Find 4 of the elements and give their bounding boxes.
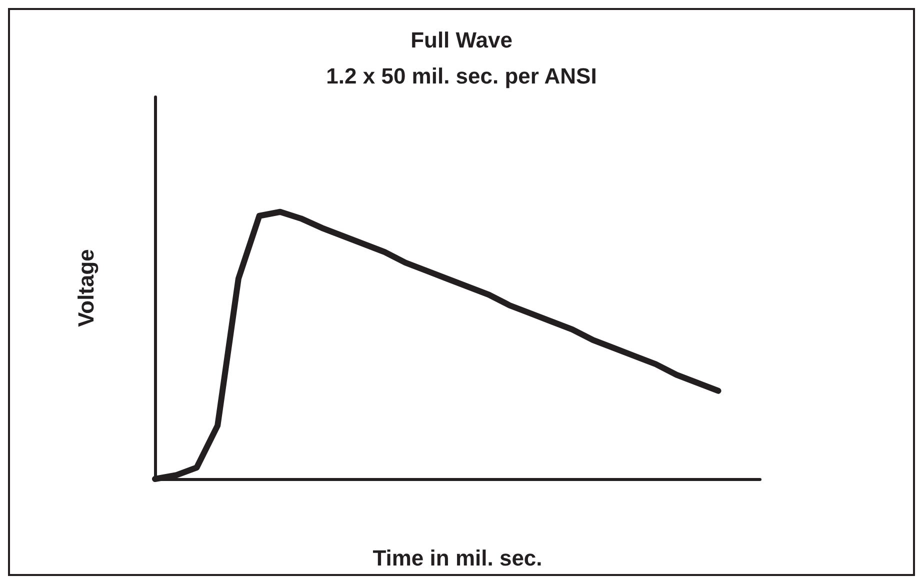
chart-title: Full Wave	[410, 28, 512, 52]
chart-subtitle: 1.2 x 50 mil. sec. per ANSI	[326, 64, 597, 88]
x-axis-title: Time in mil. sec.	[372, 546, 542, 570]
y-axis-title: Voltage	[74, 249, 98, 327]
